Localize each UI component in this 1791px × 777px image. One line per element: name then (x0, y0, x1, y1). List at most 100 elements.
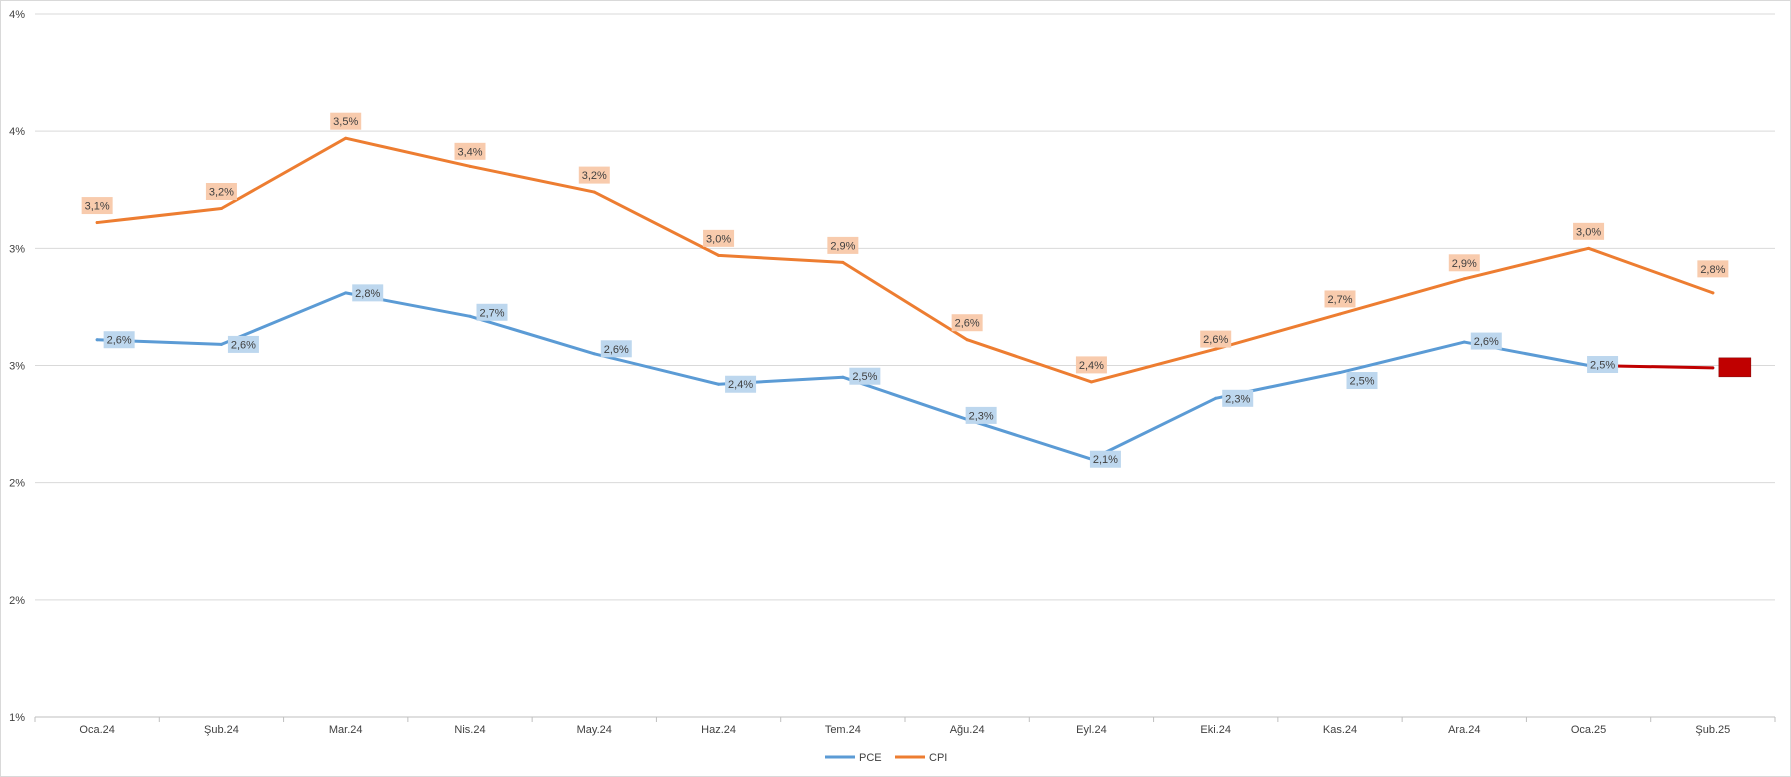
x-tick-label: May.24 (577, 724, 612, 736)
data-label: 2,3% (1225, 393, 1250, 405)
data-label: 2,6% (604, 344, 629, 356)
data-point-pce (592, 352, 596, 356)
data-label: 2,6% (231, 339, 256, 351)
data-label-bg (827, 236, 859, 254)
data-label: 2,6% (107, 335, 132, 347)
data-label: 2,8% (355, 288, 380, 300)
data-point-pce (344, 291, 348, 295)
data-label-bg (1470, 332, 1502, 350)
data-point-cpi (592, 190, 596, 194)
data-label-bg (1697, 260, 1729, 278)
data-label: 2,9% (830, 240, 855, 252)
x-tick-label: Oca.24 (79, 724, 114, 736)
y-axis-tick-labels: 1% 2% 2% 3% 3% 4% 4% (9, 9, 25, 724)
data-label-bg (1346, 372, 1378, 390)
data-point-pce (1214, 396, 1218, 400)
x-tick-label: Şub.25 (1695, 724, 1730, 736)
data-label-bg (1089, 450, 1121, 468)
data-label: 3,5% (333, 116, 358, 128)
series-lines (95, 136, 1715, 461)
data-label-bg (703, 229, 735, 247)
data-label-bg (476, 303, 508, 321)
x-tick-label: Haz.24 (701, 724, 736, 736)
data-label: 2,8% (1700, 264, 1725, 276)
x-tick-label: Mar.24 (329, 724, 363, 736)
data-point-cpi (95, 221, 99, 225)
data-point-pce (95, 338, 99, 342)
data-label-bg (1324, 290, 1356, 308)
data-label-bg (1448, 254, 1480, 272)
data-label-bg (725, 375, 757, 393)
data-label: 2,5% (1590, 360, 1615, 372)
data-label-bg (600, 340, 632, 358)
data-label-bg (227, 335, 259, 353)
data-label-bg (578, 166, 610, 184)
data-point-pce (1338, 371, 1342, 375)
data-label: 3,2% (582, 170, 607, 182)
data-point-cpi (841, 260, 845, 264)
x-tick-label: Şub.24 (204, 724, 239, 736)
x-tick-label: Nis.24 (454, 724, 485, 736)
x-tick-label: Eki.24 (1200, 724, 1231, 736)
data-label: 2,1% (1093, 454, 1118, 466)
data-point-pce (1462, 340, 1466, 344)
data-label-bg (965, 406, 997, 424)
y-tick-label: 2% (9, 595, 25, 607)
series-line-cpi (95, 136, 1715, 384)
data-label: 3,2% (209, 186, 234, 198)
data-labels: 2,6% 2,6% 2,8% 2,7% 2,6% 2,4% 2,5% 2,3% 2,1% 2,3%… (81, 112, 1729, 468)
legend-label-pce: PCE (859, 752, 882, 764)
x-tick-label: Kas.24 (1323, 724, 1357, 736)
data-point-cpi (1462, 277, 1466, 281)
data-point-cpi (1214, 347, 1218, 351)
data-point-cpi (965, 338, 969, 342)
y-tick-label: 4% (9, 9, 25, 21)
data-point-cpi (344, 136, 348, 140)
data-point-pce (468, 314, 472, 318)
data-point-cpi (1711, 291, 1715, 295)
data-label: 2,5% (1349, 376, 1374, 388)
data-label-bg (103, 331, 135, 349)
highlight-marker-box (1718, 357, 1752, 378)
data-label: 2,4% (728, 379, 753, 391)
legend: PCE CPI (825, 752, 947, 764)
data-label-bg (454, 142, 486, 160)
data-label: 2,7% (479, 307, 504, 319)
y-tick-label: 1% (9, 712, 25, 724)
x-axis (34, 716, 1776, 722)
data-label: 2,9% (1452, 258, 1477, 270)
data-label-bg (1222, 389, 1254, 407)
data-point-cpi (1089, 380, 1093, 384)
data-label-bg (1200, 330, 1232, 348)
data-point-cpi (468, 164, 472, 168)
data-label: 2,6% (955, 318, 980, 330)
data-label-bg (81, 197, 113, 215)
x-tick-label: Tem.24 (825, 724, 861, 736)
x-tick-label: Oca.25 (1571, 724, 1606, 736)
y-tick-label: 3% (9, 361, 25, 373)
data-label-bg (1573, 222, 1605, 240)
data-point-pce (219, 342, 223, 346)
x-axis-tick-labels: Oca.24 Şub.24 Mar.24 Nis.24 May.24 Haz.24 Tem.… (79, 724, 1730, 736)
x-tick-label: Eyl.24 (1076, 724, 1107, 736)
data-label-bg (205, 182, 237, 200)
data-label-bg (1075, 356, 1107, 374)
y-tick-label: 2% (9, 478, 25, 490)
data-point-cpi (1338, 312, 1342, 316)
data-label-bg (1587, 356, 1619, 373)
data-label-bg (849, 367, 881, 385)
data-label: 2,7% (1327, 294, 1352, 306)
x-tick-label: Ara.24 (1448, 724, 1480, 736)
data-label-bg (330, 112, 362, 130)
legend-label-cpi: CPI (929, 752, 947, 764)
data-point-pce (841, 375, 845, 379)
data-label: 2,3% (969, 410, 994, 422)
y-tick-label: 3% (9, 243, 25, 255)
y-tick-label: 4% (9, 126, 25, 138)
data-point-cpi (1587, 246, 1591, 250)
data-label: 2,4% (1079, 360, 1104, 372)
data-label: 3,1% (85, 201, 110, 213)
data-point-cpi (219, 206, 223, 210)
